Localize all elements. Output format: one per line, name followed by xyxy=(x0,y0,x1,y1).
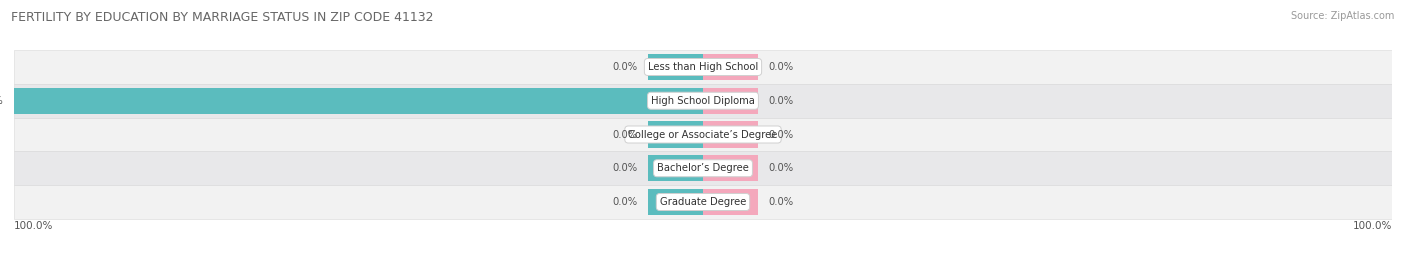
Bar xyxy=(14,118,1392,151)
Text: College or Associate’s Degree: College or Associate’s Degree xyxy=(628,129,778,140)
Text: 0.0%: 0.0% xyxy=(613,62,637,72)
Text: Less than High School: Less than High School xyxy=(648,62,758,72)
Bar xyxy=(14,84,1392,118)
Text: 100.0%: 100.0% xyxy=(1353,221,1392,231)
Text: 100.0%: 100.0% xyxy=(0,96,4,106)
Bar xyxy=(14,50,1392,84)
Bar xyxy=(14,185,1392,219)
Bar xyxy=(648,189,703,215)
Text: 0.0%: 0.0% xyxy=(769,197,793,207)
Text: Graduate Degree: Graduate Degree xyxy=(659,197,747,207)
Text: 0.0%: 0.0% xyxy=(613,163,637,173)
Text: 0.0%: 0.0% xyxy=(769,163,793,173)
Bar xyxy=(14,88,703,114)
Bar xyxy=(703,189,758,215)
Bar xyxy=(648,54,703,80)
Text: Bachelor’s Degree: Bachelor’s Degree xyxy=(657,163,749,173)
Bar xyxy=(703,121,758,148)
Text: 0.0%: 0.0% xyxy=(769,62,793,72)
Bar xyxy=(14,151,1392,185)
Text: 100.0%: 100.0% xyxy=(14,221,53,231)
Text: FERTILITY BY EDUCATION BY MARRIAGE STATUS IN ZIP CODE 41132: FERTILITY BY EDUCATION BY MARRIAGE STATU… xyxy=(11,11,433,24)
Text: 0.0%: 0.0% xyxy=(613,129,637,140)
Bar xyxy=(648,155,703,181)
Text: 0.0%: 0.0% xyxy=(613,197,637,207)
Text: High School Diploma: High School Diploma xyxy=(651,96,755,106)
Text: 0.0%: 0.0% xyxy=(769,96,793,106)
Text: 0.0%: 0.0% xyxy=(769,129,793,140)
Text: Source: ZipAtlas.com: Source: ZipAtlas.com xyxy=(1291,11,1395,21)
Bar xyxy=(648,121,703,148)
Bar xyxy=(703,54,758,80)
Bar xyxy=(703,155,758,181)
Bar xyxy=(703,88,758,114)
